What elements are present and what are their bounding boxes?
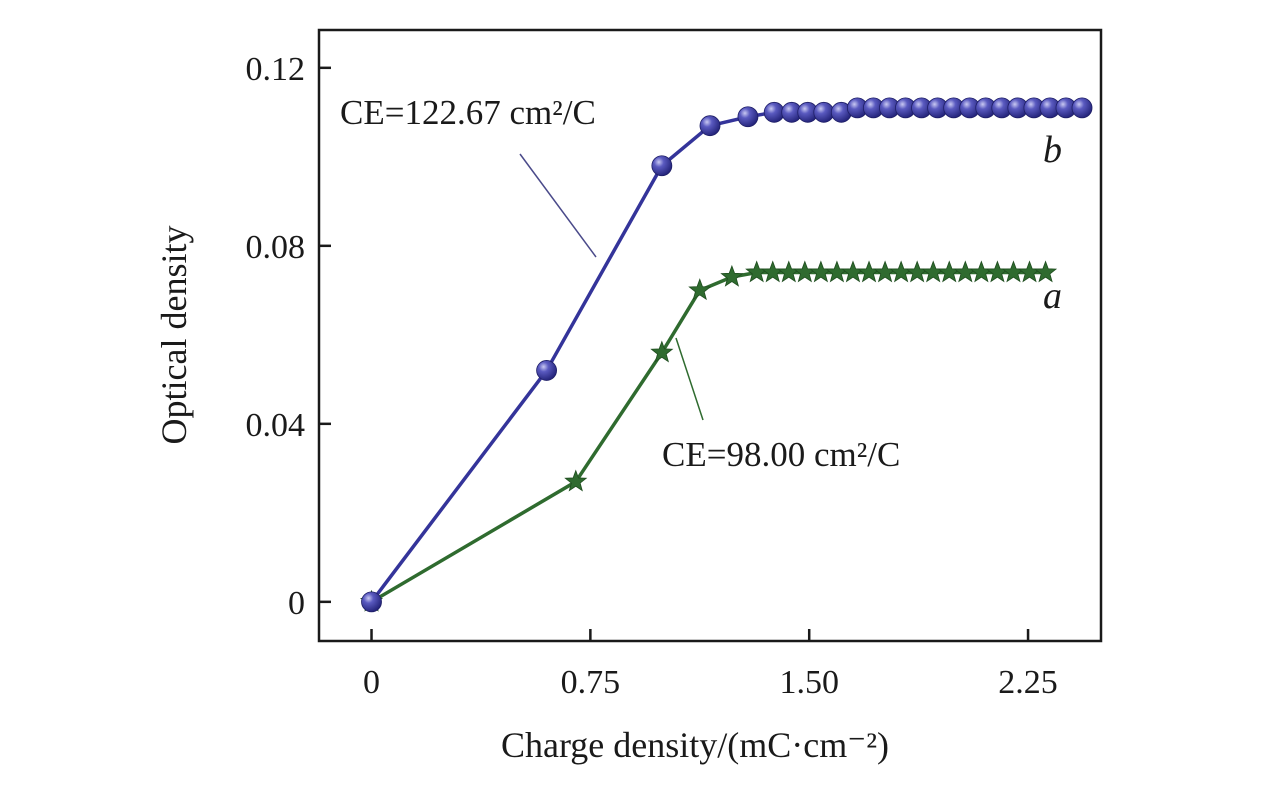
series-b-label: b [1043,129,1062,171]
series-a-point [985,260,1009,283]
series-a-point [1034,260,1058,283]
series-b-point [737,106,759,128]
y-axis-title: Optical density [154,226,194,445]
series-a-point [873,260,897,283]
series-b-point [1071,97,1093,119]
series-b-point [813,101,835,123]
series-a-point [921,260,945,283]
series-b-line [370,106,1083,603]
series-a-point [825,260,849,283]
series-a-point [969,260,993,283]
annotation-leaders [519,153,704,421]
series-markers [359,97,1093,613]
axis-tick-labels: 0 0.75 1.50 2.25 0 0.04 0.08 0.12 [246,51,1058,701]
series-a-point [777,260,801,283]
series-a-point [857,260,881,283]
series-a-point [1001,260,1026,283]
x-tick-label: 0 [363,664,380,701]
series-b-annotation: CE=122.67 cm²/C [340,93,596,132]
series-b-leader-line [519,153,597,258]
series-b-point [651,155,673,177]
series-a-point [905,260,929,283]
series-a-point [889,260,913,283]
plot-frame [317,28,1103,643]
series-a-point [953,260,977,283]
series-b-point [699,115,721,137]
x-tick-label: 1.50 [779,664,839,701]
series-b-point [361,591,382,613]
series-a-point [1017,260,1042,283]
series-b-point [763,101,785,123]
series-a-label: a [1043,275,1062,317]
y-tick-label: 0 [288,585,305,622]
series-a-point [650,340,674,363]
series-a-point [720,264,744,287]
series-a-point [761,260,785,283]
y-tick-label: 0.04 [246,407,306,444]
series-a-annotation: CE=98.00 cm²/C [662,435,900,474]
series-a-point [809,260,833,283]
series-a-point [937,260,961,283]
y-tick-label: 0.12 [246,51,306,88]
series-b-point [536,360,557,381]
series-a-point [841,260,865,283]
x-tick-label: 0.75 [561,664,621,701]
axis-ticks [319,66,1030,641]
series-a-point [688,278,712,301]
y-tick-label: 0.08 [246,229,306,266]
series-lines [370,106,1083,604]
series-a-point [793,260,817,283]
x-tick-label: 2.25 [998,664,1058,701]
series-a-leader-line [675,337,704,421]
x-axis-title: Charge density/(mC·cm⁻²) [501,725,889,765]
series-a-point [745,260,769,283]
series-a-point [564,469,588,492]
